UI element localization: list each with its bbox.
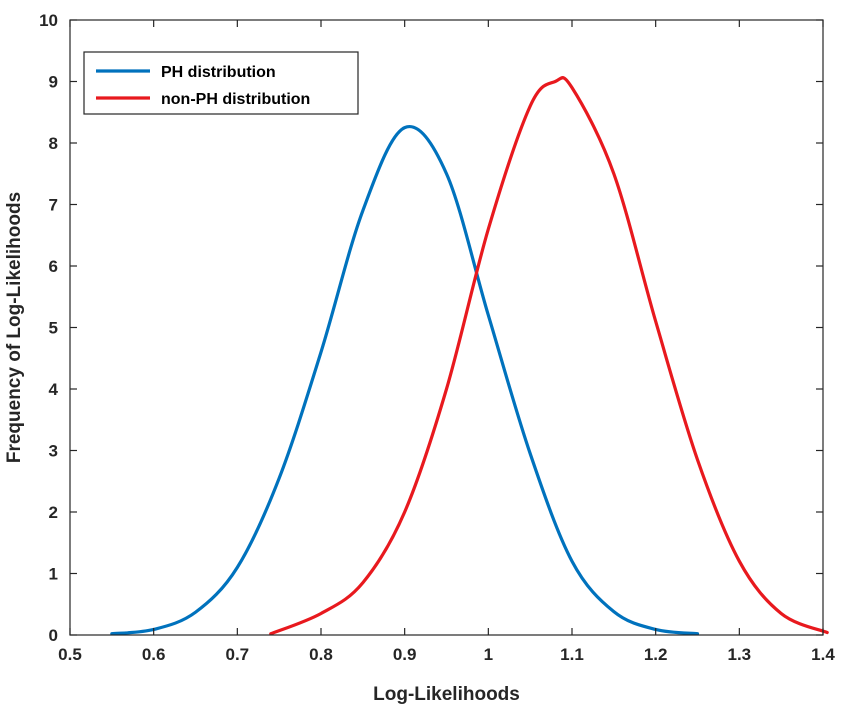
x-axis-ticks: 0.5 0.6 0.7 0.8 0.9 1 1.1 1.2 1.3 1.4 <box>58 20 835 664</box>
x-tick-label: 0.9 <box>393 645 417 664</box>
legend-label-0: PH distribution <box>161 64 276 81</box>
series-line-1 <box>269 76 829 636</box>
y-tick-label: 8 <box>49 134 58 153</box>
series-line-0 <box>110 124 700 636</box>
x-tick-label: 1.3 <box>728 645 752 664</box>
y-tick-label: 3 <box>49 442 58 461</box>
series-layer <box>110 76 829 636</box>
y-tick-label: 1 <box>49 565 58 584</box>
y-tick-label: 2 <box>49 503 58 522</box>
legend-box <box>83 51 359 115</box>
y-axis-ticks: 0 1 2 3 4 5 6 7 8 9 10 <box>39 11 823 645</box>
x-tick-label: 1.4 <box>811 645 835 664</box>
y-tick-label: 0 <box>49 626 58 645</box>
x-tick-label: 1.1 <box>560 645 584 664</box>
x-tick-label: 0.8 <box>309 645 333 664</box>
legend-label-1: non-PH distribution <box>161 91 310 108</box>
y-tick-label: 6 <box>49 257 58 276</box>
legend: PH distribution non-PH distribution <box>83 51 359 115</box>
x-tick-label: 0.5 <box>58 645 82 664</box>
x-tick-label: 1 <box>484 645 493 664</box>
x-axis-title: Log-Likelihoods <box>373 684 520 705</box>
x-tick-label: 1.2 <box>644 645 668 664</box>
y-tick-label: 10 <box>39 11 58 30</box>
y-tick-label: 4 <box>49 380 59 399</box>
y-tick-label: 9 <box>49 73 58 92</box>
y-tick-label: 5 <box>49 319 58 338</box>
y-tick-label: 7 <box>49 196 58 215</box>
x-tick-label: 0.6 <box>142 645 166 664</box>
y-axis-title: Frequency of Log-Likelihoods <box>4 192 25 463</box>
x-tick-label: 0.7 <box>226 645 250 664</box>
